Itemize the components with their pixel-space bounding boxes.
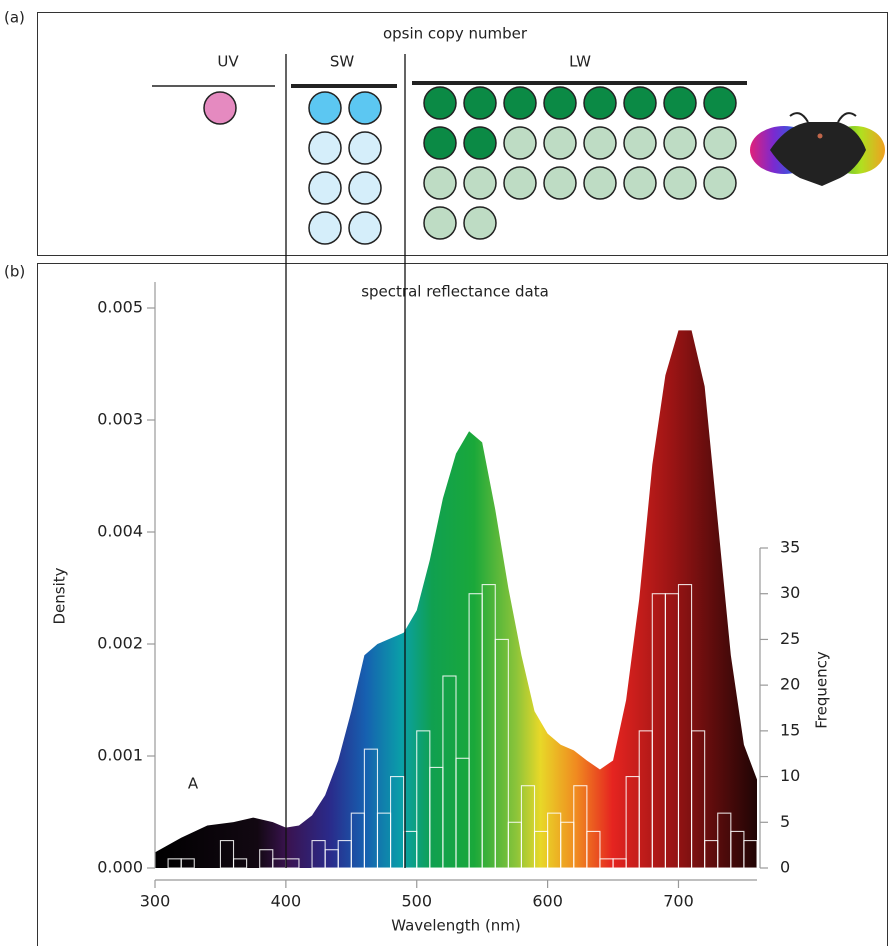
y2-tick-label: 25 bbox=[780, 629, 800, 648]
panel-label: (a) bbox=[4, 9, 25, 27]
y-tick-label: 0.001 bbox=[97, 746, 143, 765]
opsin-copy bbox=[504, 87, 536, 119]
moth-icon bbox=[750, 113, 885, 186]
x-tick-label: 500 bbox=[401, 892, 432, 911]
chart-title: spectral reflectance data bbox=[361, 283, 549, 301]
opsin-copy bbox=[544, 87, 576, 119]
y2-tick-label: 10 bbox=[780, 766, 800, 785]
y2-axis-label: Frequency bbox=[813, 651, 831, 729]
y-tick-label: 0.000 bbox=[97, 858, 143, 877]
opsin-copy bbox=[309, 172, 341, 204]
y2-tick-label: 0 bbox=[780, 858, 790, 877]
y-tick-label: 0.005 bbox=[97, 298, 143, 317]
opsin-copy bbox=[424, 207, 456, 239]
opsin-copy bbox=[424, 127, 456, 159]
opsin-copy bbox=[664, 127, 696, 159]
opsin-copy bbox=[624, 167, 656, 199]
opsin-copy bbox=[584, 127, 616, 159]
opsin-copy bbox=[309, 212, 341, 244]
opsin-copy bbox=[584, 167, 616, 199]
y2-tick-label: 20 bbox=[780, 675, 800, 694]
opsin-copy bbox=[704, 127, 736, 159]
opsin-copy bbox=[584, 87, 616, 119]
opsin-copy bbox=[504, 127, 536, 159]
opsin-copy bbox=[544, 127, 576, 159]
opsin-copy bbox=[464, 207, 496, 239]
opsin-copy bbox=[349, 212, 381, 244]
y-tick-label: 0.002 bbox=[97, 634, 143, 653]
opsin-copy bbox=[624, 87, 656, 119]
annotation: A bbox=[188, 775, 199, 793]
opsin-copy bbox=[424, 87, 456, 119]
opsin-copy bbox=[664, 87, 696, 119]
opsin-copy bbox=[704, 167, 736, 199]
opsin-copy bbox=[544, 167, 576, 199]
opsin-copy bbox=[349, 92, 381, 124]
figure: (a) (b) opsin copy number spectral refle… bbox=[0, 0, 891, 946]
opsin-copy bbox=[664, 167, 696, 199]
panel-title: opsin copy number bbox=[383, 25, 528, 43]
opsin-copy bbox=[504, 167, 536, 199]
x-axis-label: Wavelength (nm) bbox=[391, 917, 521, 935]
opsin-copy bbox=[349, 132, 381, 164]
y2-tick-label: 5 bbox=[780, 812, 790, 831]
x-tick-label: 700 bbox=[663, 892, 694, 911]
x-tick-label: 600 bbox=[532, 892, 563, 911]
opsin-copy bbox=[349, 172, 381, 204]
y2-tick-label: 15 bbox=[780, 720, 800, 739]
group-label: SW bbox=[330, 53, 355, 71]
y-tick-label: 0.003 bbox=[97, 410, 143, 429]
x-tick-label: 400 bbox=[271, 892, 302, 911]
y2-tick-label: 30 bbox=[780, 583, 800, 602]
opsin-copy bbox=[309, 92, 341, 124]
group-label: UV bbox=[217, 53, 239, 71]
opsin-copy bbox=[424, 167, 456, 199]
opsin-copy bbox=[624, 127, 656, 159]
opsin-copy bbox=[309, 132, 341, 164]
opsin-copy bbox=[464, 127, 496, 159]
y2-tick-label: 35 bbox=[780, 538, 800, 557]
opsin-copy bbox=[464, 87, 496, 119]
panel-label: (b) bbox=[4, 263, 25, 281]
y-axis-label: Density bbox=[51, 567, 69, 624]
group-label: LW bbox=[569, 53, 591, 71]
x-tick-label: 300 bbox=[140, 892, 171, 911]
opsin-copy bbox=[704, 87, 736, 119]
y-tick-label: 0.004 bbox=[97, 522, 143, 541]
opsin-copy bbox=[204, 92, 236, 124]
opsin-copy bbox=[464, 167, 496, 199]
